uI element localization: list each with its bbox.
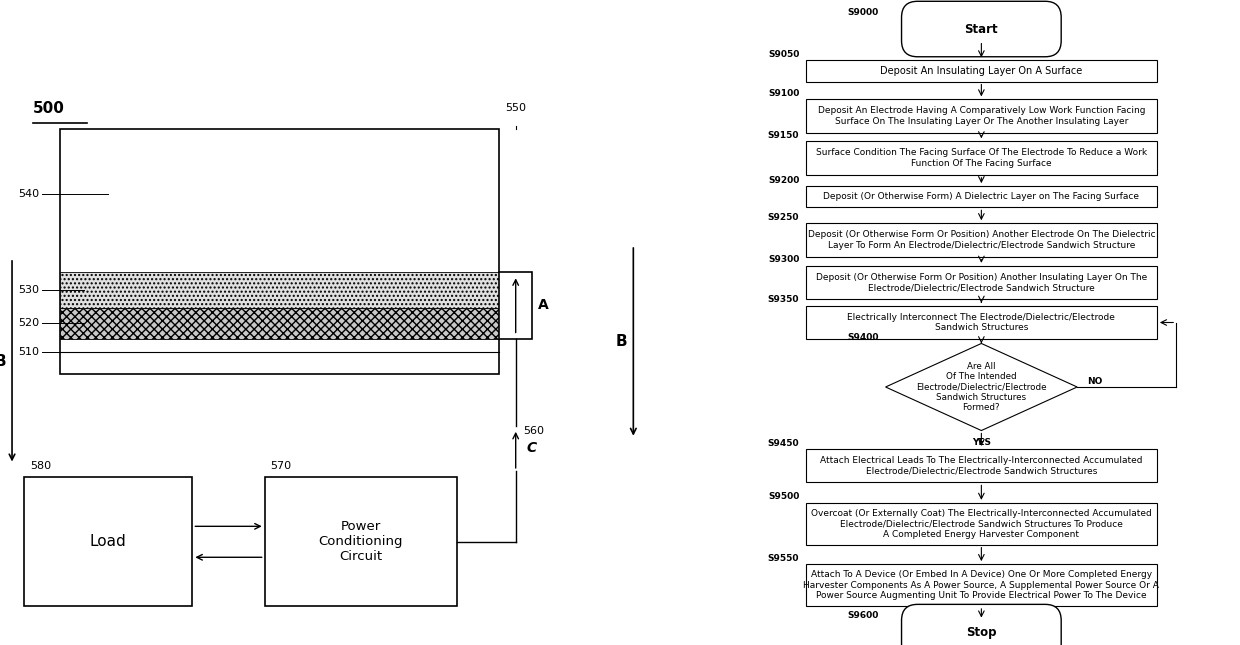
Text: 580: 580 <box>30 461 51 471</box>
Text: Overcoat (Or Externally Coat) The Electrically-Interconnected Accumulated
Electr: Overcoat (Or Externally Coat) The Electr… <box>811 509 1152 539</box>
Text: Deposit An Insulating Layer On A Surface: Deposit An Insulating Layer On A Surface <box>880 66 1083 76</box>
Text: S9550: S9550 <box>768 554 800 562</box>
Text: Attach Electrical Leads To The Electrically-Interconnected Accumulated
Electrode: Attach Electrical Leads To The Electrica… <box>820 456 1142 475</box>
Text: 500: 500 <box>33 101 64 116</box>
Bar <box>806 61 1157 81</box>
Bar <box>806 503 1157 544</box>
Text: S9000: S9000 <box>848 8 879 17</box>
Bar <box>806 449 1157 482</box>
Text: NO: NO <box>1086 377 1102 386</box>
Bar <box>806 306 1157 339</box>
Bar <box>806 223 1157 257</box>
Text: Deposit An Electrode Having A Comparatively Low Work Function Facing
Surface On : Deposit An Electrode Having A Comparativ… <box>817 106 1145 126</box>
Text: S9150: S9150 <box>768 131 800 140</box>
Text: C: C <box>526 441 537 455</box>
Text: S9250: S9250 <box>768 213 800 222</box>
Bar <box>806 266 1157 299</box>
Text: Deposit (Or Otherwise Form) A Dielectric Layer on The Facing Surface: Deposit (Or Otherwise Form) A Dielectric… <box>823 192 1140 201</box>
Text: B: B <box>615 334 627 350</box>
Bar <box>806 564 1157 606</box>
Text: S9600: S9600 <box>847 611 879 620</box>
Text: Are All
Of The Intended
Electrode/Dielectric/Electrode
Sandwich Structures
Forme: Are All Of The Intended Electrode/Dielec… <box>916 362 1047 412</box>
Text: Attach To A Device (Or Embed In A Device) One Or More Completed Energy
Harvester: Attach To A Device (Or Embed In A Device… <box>804 570 1159 600</box>
Text: 570: 570 <box>270 461 291 471</box>
Bar <box>24 477 192 606</box>
Bar <box>60 129 500 374</box>
Text: 540: 540 <box>17 188 40 199</box>
Text: 530: 530 <box>19 285 40 295</box>
Text: 520: 520 <box>17 318 40 328</box>
Text: YES: YES <box>972 439 991 447</box>
Text: Electrically Interconnect The Electrode/Dielectric/Electrode
Sandwich Structures: Electrically Interconnect The Electrode/… <box>847 313 1115 332</box>
Text: A: A <box>538 299 549 312</box>
Text: Deposit (Or Otherwise Form Or Position) Another Electrode On The Dielectric
Laye: Deposit (Or Otherwise Form Or Position) … <box>807 230 1156 250</box>
Text: S9100: S9100 <box>768 89 800 98</box>
Text: 510: 510 <box>19 346 40 357</box>
Text: Power
Conditioning
Circuit: Power Conditioning Circuit <box>319 521 403 563</box>
FancyBboxPatch shape <box>901 604 1061 645</box>
Bar <box>806 99 1157 133</box>
Bar <box>60 308 500 339</box>
Bar <box>806 141 1157 175</box>
Text: Load: Load <box>89 534 126 550</box>
Text: S9450: S9450 <box>768 439 800 448</box>
Text: S9050: S9050 <box>768 50 800 59</box>
Bar <box>60 272 500 308</box>
Text: B: B <box>0 353 6 369</box>
Text: Surface Condition The Facing Surface Of The Electrode To Reduce a Work
Function : Surface Condition The Facing Surface Of … <box>816 148 1147 168</box>
Text: S9200: S9200 <box>768 176 800 185</box>
Bar <box>500 272 532 339</box>
Text: S9300: S9300 <box>768 255 800 264</box>
Text: 560: 560 <box>523 426 544 436</box>
FancyBboxPatch shape <box>901 1 1061 57</box>
Text: Stop: Stop <box>966 626 997 639</box>
Bar <box>806 186 1157 208</box>
Text: S9400: S9400 <box>848 333 879 342</box>
Text: S9500: S9500 <box>768 493 800 502</box>
Text: Deposit (Or Otherwise Form Or Position) Another Insulating Layer On The
Electrod: Deposit (Or Otherwise Form Or Position) … <box>816 273 1147 292</box>
Text: Start: Start <box>965 23 998 35</box>
Polygon shape <box>885 343 1078 431</box>
Bar <box>264 477 458 606</box>
Text: 550: 550 <box>506 103 527 113</box>
Text: S9350: S9350 <box>768 295 800 304</box>
